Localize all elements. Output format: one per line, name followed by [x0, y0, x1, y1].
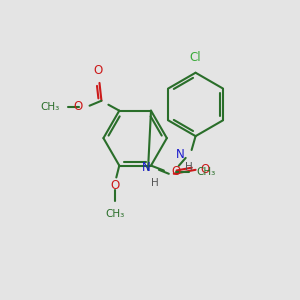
Text: Cl: Cl — [190, 51, 201, 64]
Text: O: O — [200, 163, 210, 176]
Text: CH₃: CH₃ — [40, 102, 60, 112]
Text: H: H — [151, 178, 159, 188]
Text: O: O — [111, 179, 120, 192]
Text: O: O — [74, 100, 82, 113]
Text: O: O — [94, 64, 103, 77]
Text: N: N — [176, 148, 185, 161]
Text: H: H — [185, 162, 193, 172]
Text: CH₃: CH₃ — [196, 167, 216, 176]
Text: N: N — [142, 161, 151, 174]
Text: CH₃: CH₃ — [106, 209, 125, 219]
Text: O: O — [172, 165, 181, 178]
